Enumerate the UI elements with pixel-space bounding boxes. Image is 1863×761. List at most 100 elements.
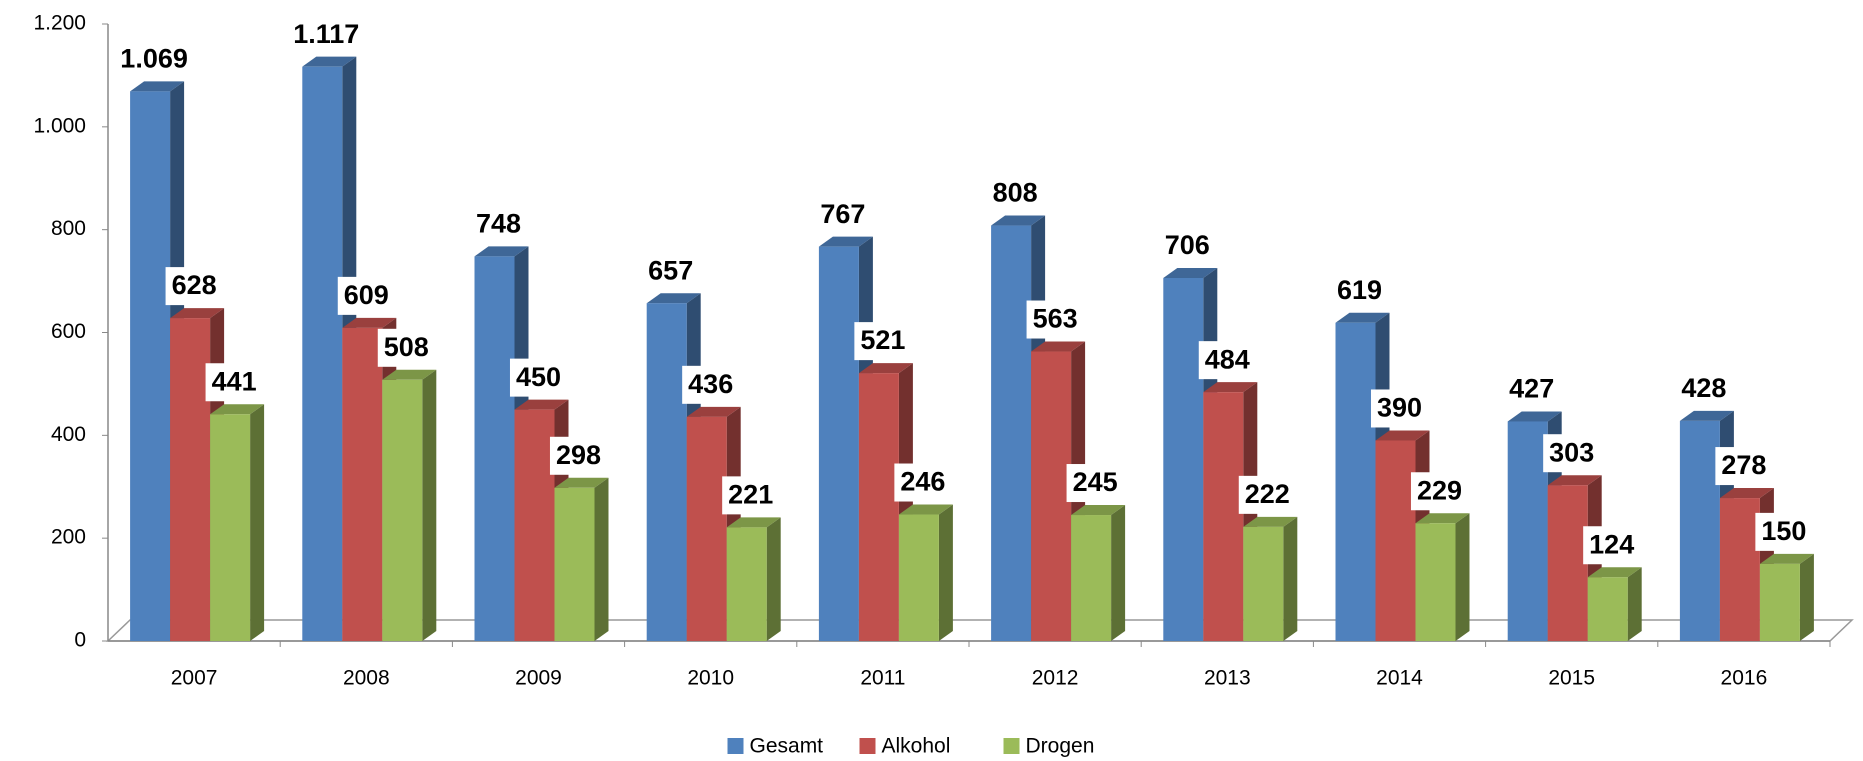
value-label-bg xyxy=(469,205,528,244)
bar-face xyxy=(130,91,171,641)
value-label-bg xyxy=(854,322,912,361)
bar xyxy=(1243,516,1298,641)
bar-face xyxy=(514,409,555,641)
value-label: 303 xyxy=(1549,437,1594,467)
bar-face xyxy=(382,379,423,641)
bar-face xyxy=(646,293,701,304)
bar-face xyxy=(1719,498,1760,641)
legend-label: Gesamt xyxy=(750,735,824,758)
x-tick-label: 2013 xyxy=(1204,667,1251,690)
x-tick-label: 2015 xyxy=(1548,667,1595,690)
bar-face xyxy=(1243,516,1298,527)
value-label: 609 xyxy=(344,280,389,310)
value-label-bg xyxy=(1755,512,1813,551)
bar-face xyxy=(1203,392,1244,641)
value-label: 222 xyxy=(1245,479,1290,509)
value-label-bg xyxy=(986,174,1044,213)
value-label: 628 xyxy=(172,270,217,300)
bar xyxy=(554,477,609,641)
x-tick-label: 2016 xyxy=(1721,667,1768,690)
value-label-bg xyxy=(1198,341,1256,380)
bar xyxy=(1415,513,1470,641)
x-tick-label: 2014 xyxy=(1376,667,1423,690)
bar-face xyxy=(991,225,1032,641)
bar-face xyxy=(1243,526,1284,641)
value-label: 508 xyxy=(384,332,429,362)
bar-face xyxy=(1547,475,1602,486)
bar xyxy=(1507,411,1562,641)
value-label: 428 xyxy=(1681,373,1726,403)
bar xyxy=(210,404,265,641)
value-label-bg xyxy=(205,363,263,402)
bar-face xyxy=(382,369,437,380)
bar-face xyxy=(1719,488,1774,499)
value-label: 657 xyxy=(648,255,693,285)
bar-face xyxy=(170,318,211,641)
value-label-bg xyxy=(1543,434,1601,473)
value-label-bg xyxy=(1370,389,1429,428)
value-label: 436 xyxy=(688,369,733,399)
value-label: 1.117 xyxy=(293,19,359,49)
x-tick-label: 2008 xyxy=(343,667,390,690)
value-label: 246 xyxy=(900,467,945,497)
value-label-bg xyxy=(814,195,872,234)
bar-face xyxy=(210,414,251,641)
value-label-bg xyxy=(1066,464,1124,503)
bar-face xyxy=(818,236,873,247)
value-label: 748 xyxy=(476,209,521,239)
bar-face xyxy=(1679,420,1720,641)
value-label-bg xyxy=(509,358,568,397)
x-tick-label: 2011 xyxy=(860,667,905,690)
value-label: 441 xyxy=(212,366,257,396)
value-label-bg xyxy=(1158,226,1216,265)
bar-face xyxy=(1071,505,1126,516)
value-label: 1.069 xyxy=(120,43,188,73)
bar-face xyxy=(474,256,515,641)
y-tick-label: 600 xyxy=(51,320,86,343)
bar-face xyxy=(302,66,343,641)
bar-face xyxy=(1163,267,1218,278)
bar-face xyxy=(818,246,859,642)
bar-face xyxy=(594,477,609,641)
value-label-bg xyxy=(894,463,952,502)
bar-face xyxy=(514,399,569,410)
bar xyxy=(1587,567,1642,641)
x-tick-label: 2007 xyxy=(171,667,218,690)
bar-face xyxy=(554,487,595,641)
value-label: 278 xyxy=(1721,450,1766,480)
bar xyxy=(898,504,953,641)
bar xyxy=(1071,505,1126,641)
value-label: 706 xyxy=(1165,230,1210,260)
legend-swatch xyxy=(859,738,876,754)
value-label: 767 xyxy=(820,199,865,229)
value-label: 521 xyxy=(860,325,905,355)
bar-face xyxy=(1627,567,1642,641)
bar-face xyxy=(766,517,781,641)
value-label-bg xyxy=(642,252,700,291)
bar-face xyxy=(686,416,727,641)
value-label-bg xyxy=(165,267,223,306)
x-tick-label: 2012 xyxy=(1032,667,1079,690)
value-label: 298 xyxy=(556,440,601,470)
bar-face xyxy=(1759,553,1814,564)
bar-face xyxy=(554,477,609,488)
bar-face xyxy=(858,373,899,641)
bar-face xyxy=(686,406,741,417)
bar-face xyxy=(422,369,437,641)
legend-swatch xyxy=(1003,738,1020,754)
value-label: 484 xyxy=(1205,344,1250,374)
legend-swatch xyxy=(727,738,744,754)
bar-face xyxy=(1335,312,1390,323)
bar-face xyxy=(1375,430,1430,441)
value-label-bg xyxy=(377,328,435,367)
bar-face xyxy=(474,246,529,257)
bar-face xyxy=(342,317,397,328)
bar xyxy=(1759,553,1814,641)
value-label: 619 xyxy=(1337,275,1382,305)
value-label-bg xyxy=(549,436,608,475)
bar-face xyxy=(1415,523,1456,641)
bar-face xyxy=(130,81,185,92)
bar-face xyxy=(1031,341,1086,352)
value-label-bg xyxy=(682,365,740,404)
bar-face xyxy=(302,56,357,67)
